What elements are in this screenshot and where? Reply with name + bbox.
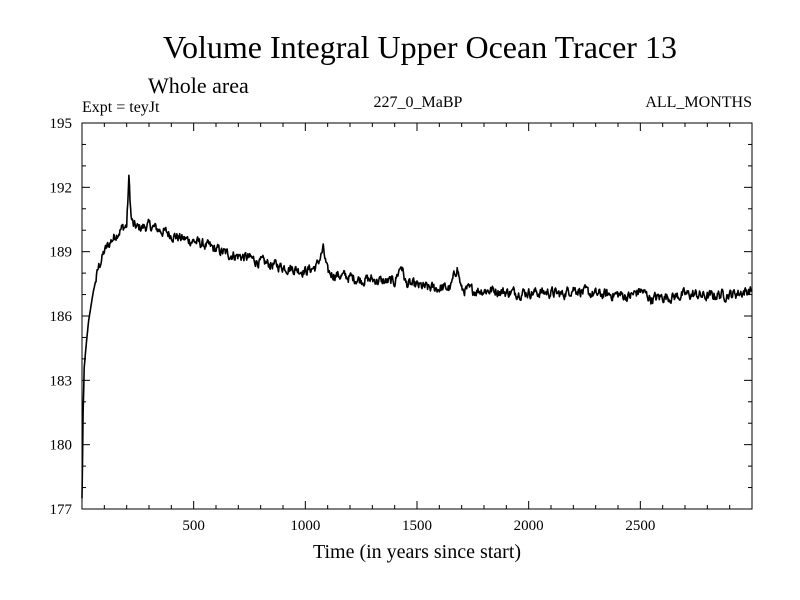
y-axis: 177 180 183 186 189 192 195 bbox=[50, 116, 752, 518]
months-label: ALL_MONTHS bbox=[645, 94, 752, 111]
y-tick-label: 186 bbox=[50, 309, 73, 325]
y-tick-label: 195 bbox=[50, 116, 73, 132]
y-tick-label: 180 bbox=[50, 438, 73, 454]
plot-frame bbox=[81, 122, 753, 510]
x-tick-label: 2000 bbox=[514, 518, 544, 534]
chart-title: Volume Integral Upper Ocean Tracer 13 bbox=[163, 29, 677, 65]
x-axis-label: Time (in years since start) bbox=[313, 541, 521, 563]
run-id-label: 227_0_MaBP bbox=[374, 94, 463, 111]
series-line bbox=[81, 174, 753, 499]
x-tick-label: 2500 bbox=[625, 518, 655, 534]
y-tick-label: 177 bbox=[50, 502, 73, 518]
chart-subtitle: Whole area bbox=[148, 73, 249, 98]
x-tick-label: 500 bbox=[182, 518, 205, 534]
x-tick-label: 1000 bbox=[290, 518, 320, 534]
x-tick-label: 1500 bbox=[402, 518, 432, 534]
y-tick-label: 189 bbox=[50, 245, 73, 261]
y-tick-label: 183 bbox=[50, 373, 73, 389]
experiment-label: Expt = teyJt bbox=[82, 99, 160, 116]
x-axis: 500 1000 1500 2000 2500 bbox=[103, 123, 731, 534]
y-tick-label: 192 bbox=[50, 180, 73, 196]
